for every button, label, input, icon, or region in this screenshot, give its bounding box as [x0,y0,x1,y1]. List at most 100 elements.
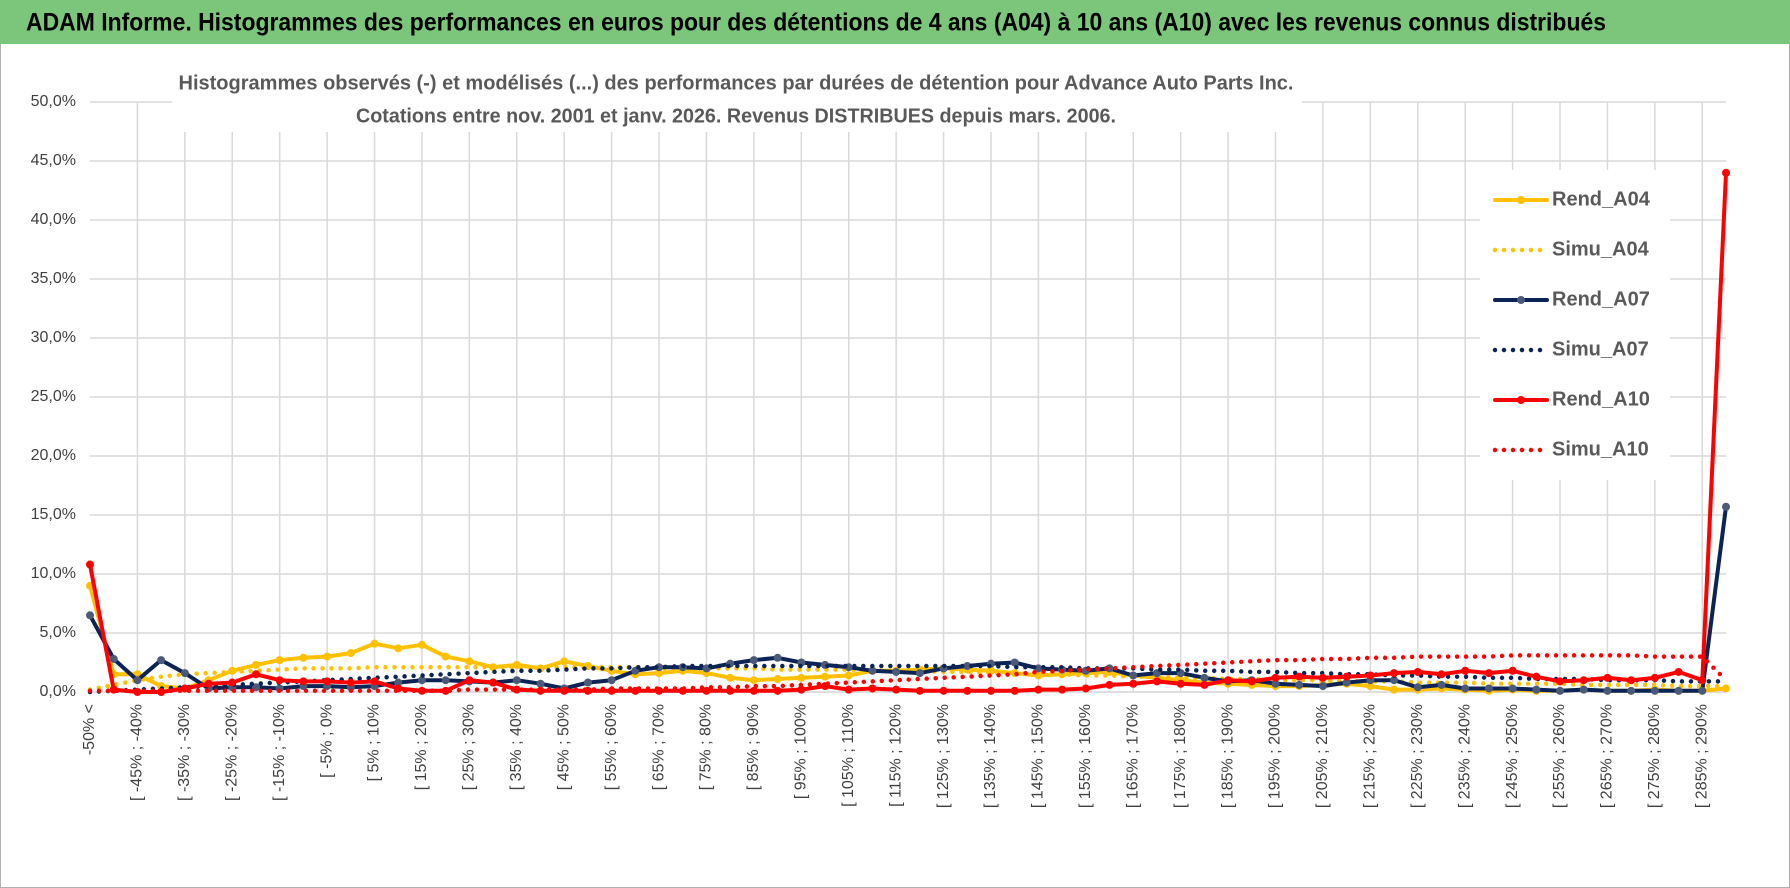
data-point [512,676,521,685]
data-point [583,678,592,687]
x-tick-label: [ 105% ; 110% [840,704,857,807]
data-point [797,685,806,694]
x-tick-label: [ 15% ; 20% [413,704,430,790]
data-point [1722,168,1730,177]
data-point [109,654,118,663]
data-point [986,686,995,695]
data-point [86,611,94,620]
data-point [251,683,260,692]
data-point [323,652,332,661]
data-point [1129,679,1138,688]
data-point [1698,676,1707,685]
data-point [417,640,426,649]
data-point [1366,671,1375,680]
data-point [1484,684,1493,693]
header-bar [0,0,1790,44]
data-point [1295,672,1304,681]
data-point [1627,676,1636,685]
data-point [133,676,142,685]
x-tick-label: [ -15% ; -10% [271,704,288,801]
data-point [1247,677,1256,686]
data-point [251,660,260,669]
data-point [157,656,166,665]
data-point [1295,680,1304,689]
data-point [915,686,924,695]
data-point [1579,676,1588,685]
legend-bg [1480,170,1670,480]
data-point [1437,670,1446,679]
x-tick-label: [ 235% ; 240% [1456,704,1473,808]
data-point [1413,667,1422,676]
data-point [346,678,355,687]
data-point [1366,682,1375,691]
x-tick-label: [ 55% ; 60% [603,704,620,790]
series-line [87,653,1729,694]
data-point [1603,673,1612,682]
data-point [228,678,237,687]
x-tick-label: [ 95% ; 100% [793,704,810,799]
legend-label: Simu_A04 [1552,238,1650,260]
y-tick-label: 15,0% [31,506,76,523]
x-tick-label: [ 85% ; 90% [745,704,762,790]
data-point [299,653,308,662]
x-tick-label: [ 255% ; 260% [1551,704,1568,808]
data-point [1508,684,1517,693]
x-tick-label: [ 5% ; 10% [366,704,383,781]
data-point [1508,666,1517,675]
data-point [1342,672,1351,681]
data-point [1224,676,1233,685]
data-point [1342,678,1351,687]
data-point [323,677,332,686]
data-point [1271,679,1280,688]
title-bg [172,68,1302,132]
data-point [1010,658,1019,667]
data-point [204,679,213,688]
x-tick-label: [ -35% ; -30% [176,704,193,801]
data-point [441,676,450,685]
data-point [417,676,426,685]
legend-marker [1517,396,1525,404]
data-point [1556,677,1565,686]
series-line [88,170,1728,694]
x-tick-label: -50% < [81,704,98,755]
x-tick-label: [ 125% ; 130% [935,704,952,808]
data-point [441,686,450,695]
data-point [702,686,711,695]
data-point [1390,676,1399,685]
data-point [844,671,853,680]
data-point [844,685,853,694]
x-tick-label: [ 275% ; 280% [1646,704,1663,808]
data-point [1674,686,1683,695]
chart-title: Histogrammes observés (-) et modélisés (… [179,72,1294,94]
data-point [370,639,379,648]
y-tick-label: 45,0% [31,152,76,169]
data-point [180,669,189,678]
data-point [1105,680,1114,689]
x-tick-label: [ 135% ; 140% [982,704,999,808]
data-point [726,673,735,682]
data-point [1437,680,1446,689]
series-line [87,663,1729,695]
data-point [370,677,379,686]
data-point [1674,667,1683,676]
y-tick-label: 25,0% [31,388,76,405]
data-point [1579,685,1588,694]
data-point [1034,685,1043,694]
data-point [394,678,403,687]
data-point [773,653,782,662]
data-point [749,676,758,685]
data-point [536,679,545,688]
data-point [1627,686,1636,695]
y-tick-label: 40,0% [31,211,76,228]
x-tick-label: [ 245% ; 250% [1504,704,1521,808]
x-tick-label: [ -25% ; -20% [223,704,240,801]
data-point [1556,686,1565,695]
data-point [1200,680,1209,689]
data-point [1318,673,1327,682]
data-point [441,652,450,661]
data-point [1176,679,1185,688]
y-tick-label: 30,0% [31,329,76,346]
data-point [892,667,901,676]
data-point [251,670,260,679]
